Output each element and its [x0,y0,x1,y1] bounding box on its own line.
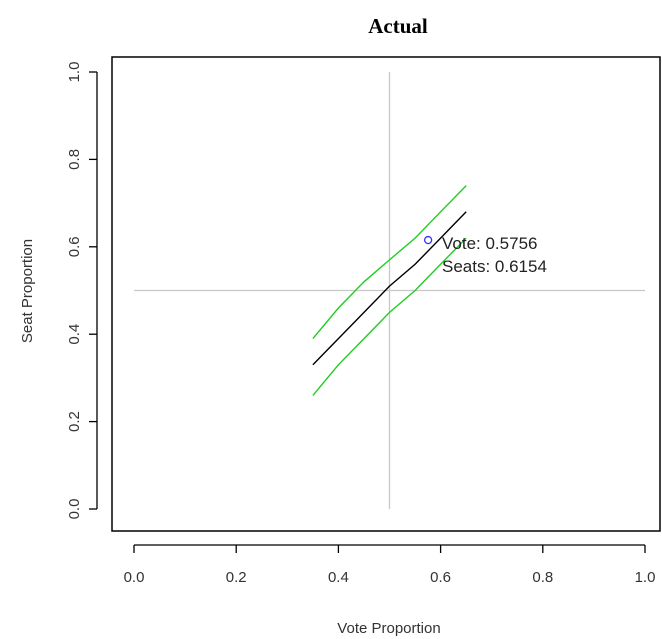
point-layer [423,235,433,245]
x-tick-label: 0.8 [532,569,553,586]
x-tick-label: 0.0 [124,569,145,586]
annotation-vote: Vote: 0.5756 [442,234,537,253]
x-axis: 0.0 0.2 0.4 0.6 0.8 1.0 [124,544,656,586]
x-tick-label: 1.0 [635,569,656,586]
y-tick-label: 0.8 [66,149,83,170]
y-tick-label: 0.4 [66,324,83,345]
x-tick-label: 0.4 [328,569,349,586]
chart-title: Actual [368,14,428,38]
y-tick-label: 0.6 [66,236,83,257]
annotation-seats: Seats: 0.6154 [442,257,547,276]
plot-frame [111,56,661,532]
y-tick-label: 0.0 [66,499,83,520]
series-layer [312,185,467,396]
x-axis-label: Vote Proportion [337,620,440,637]
y-axis: 0.0 0.2 0.4 0.6 0.8 1.0 [66,62,98,520]
actual-point [423,235,433,245]
y-axis-label: Seat Proportion [19,239,36,343]
y-tick-label: 0.2 [66,411,83,432]
estimate-curve [312,211,467,366]
x-tick-label: 0.2 [226,569,247,586]
upper-bound-curve [312,185,467,340]
y-tick-label: 1.0 [66,62,83,83]
reference-lines [134,72,645,509]
x-tick-label: 0.6 [430,569,451,586]
lower-bound-curve [312,237,467,396]
